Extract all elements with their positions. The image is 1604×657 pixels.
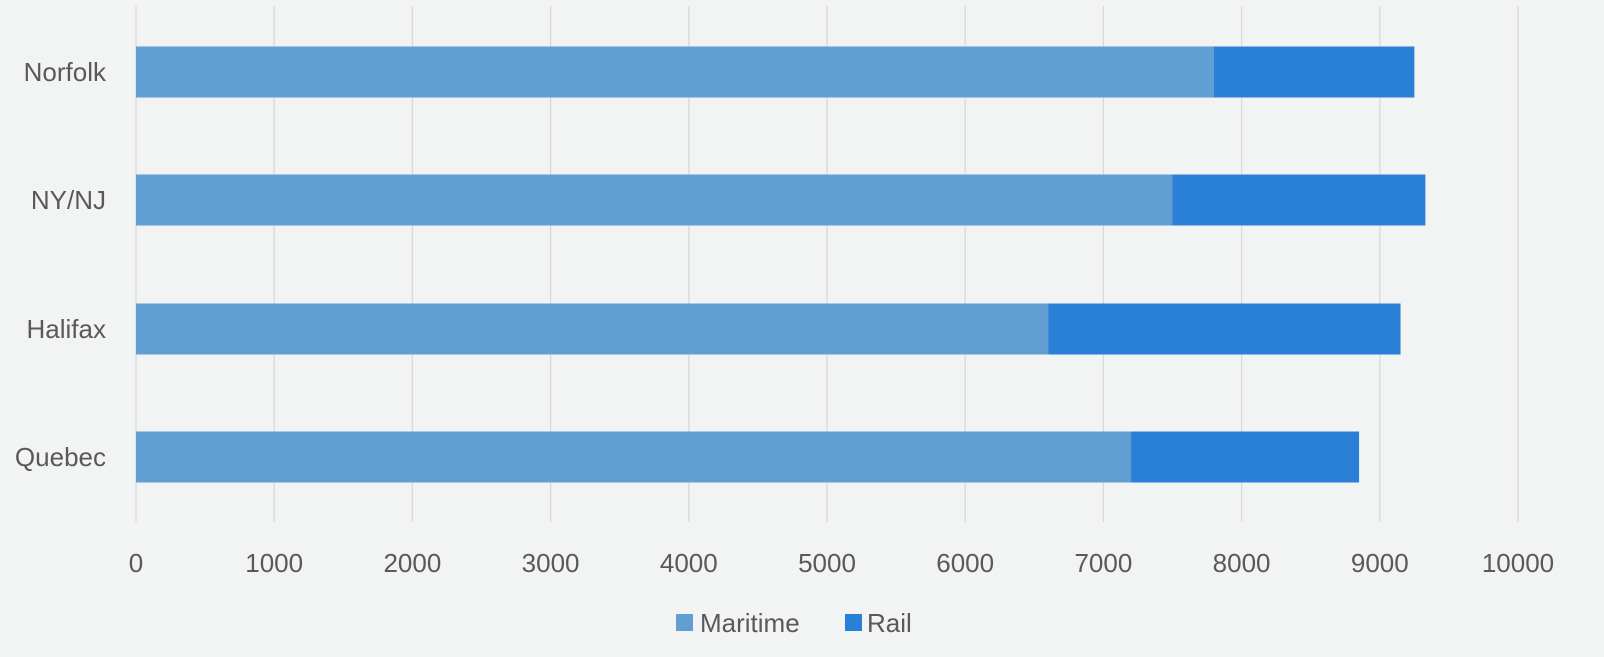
x-tick-label: 6000 bbox=[936, 548, 994, 578]
bar-rail-norfolk bbox=[1213, 46, 1415, 98]
bar-rail-ny-nj bbox=[1172, 174, 1426, 226]
x-tick-label: 1000 bbox=[245, 548, 303, 578]
x-tick-label: 4000 bbox=[660, 548, 718, 578]
x-tick-labels: 0 1000 2000 3000 4000 5000 6000 7000 8000 9000 100… bbox=[129, 548, 1554, 578]
bar-maritime-halifax bbox=[136, 303, 1049, 355]
category-label: Norfolk bbox=[24, 57, 107, 87]
bars bbox=[136, 46, 1426, 483]
legend: Maritime Rail bbox=[676, 608, 912, 638]
legend-label-rail: Rail bbox=[867, 608, 912, 638]
bar-rail-halifax bbox=[1048, 303, 1401, 355]
x-tick-label: 8000 bbox=[1213, 548, 1271, 578]
x-tick-label: 7000 bbox=[1074, 548, 1132, 578]
x-tick-label: 5000 bbox=[798, 548, 856, 578]
x-tick-label: 0 bbox=[129, 548, 143, 578]
bar-maritime-norfolk bbox=[136, 46, 1214, 98]
category-label: NY/NJ bbox=[31, 185, 106, 215]
category-label: Halifax bbox=[27, 314, 106, 344]
category-label: Quebec bbox=[15, 442, 106, 472]
x-tick-label: 10000 bbox=[1482, 548, 1554, 578]
x-tick-label: 3000 bbox=[522, 548, 580, 578]
bar-rail-quebec bbox=[1131, 431, 1360, 483]
x-tick-label: 2000 bbox=[383, 548, 441, 578]
legend-swatch-rail bbox=[845, 614, 862, 631]
x-tick-label: 9000 bbox=[1351, 548, 1409, 578]
legend-label-maritime: Maritime bbox=[700, 608, 800, 638]
bar-maritime-quebec bbox=[136, 431, 1132, 483]
category-labels: Norfolk NY/NJ Halifax Quebec bbox=[15, 57, 107, 472]
bar-maritime-ny-nj bbox=[136, 174, 1173, 226]
legend-swatch-maritime bbox=[676, 614, 693, 631]
